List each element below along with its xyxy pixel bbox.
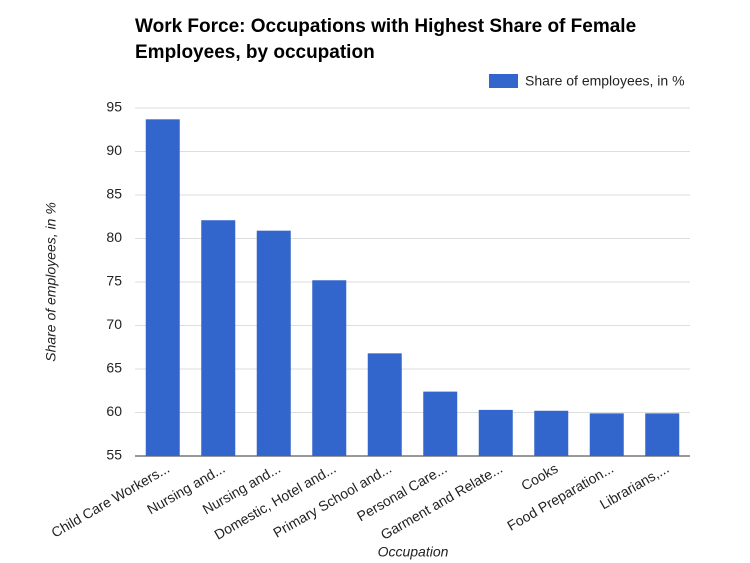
bar [589,413,624,456]
legend-label: Share of employees, in % [525,73,685,89]
bar [367,353,402,456]
y-tick-label: 70 [106,316,122,332]
bar [145,119,180,456]
bar [256,230,291,456]
y-tick-label: 60 [106,403,122,419]
y-tick-label: 80 [106,229,122,245]
bar [201,220,236,456]
x-tick-label: Cooks [518,460,560,494]
y-tick-label: 95 [106,99,122,115]
y-tick-label: 75 [106,273,122,289]
y-axis-title: Share of employees, in % [43,202,59,362]
bar [478,409,513,456]
bar [645,413,680,456]
legend-swatch [489,74,518,88]
bar [534,410,569,456]
y-tick-label: 55 [106,447,122,463]
y-tick-label: 85 [106,186,122,202]
y-tick-label: 90 [106,142,122,158]
x-axis-title: Occupation [378,544,449,560]
chart-title: Work Force: Occupations with Highest Sha… [135,16,637,63]
y-tick-label: 65 [106,360,122,376]
bar [423,391,458,456]
bar [312,280,347,456]
